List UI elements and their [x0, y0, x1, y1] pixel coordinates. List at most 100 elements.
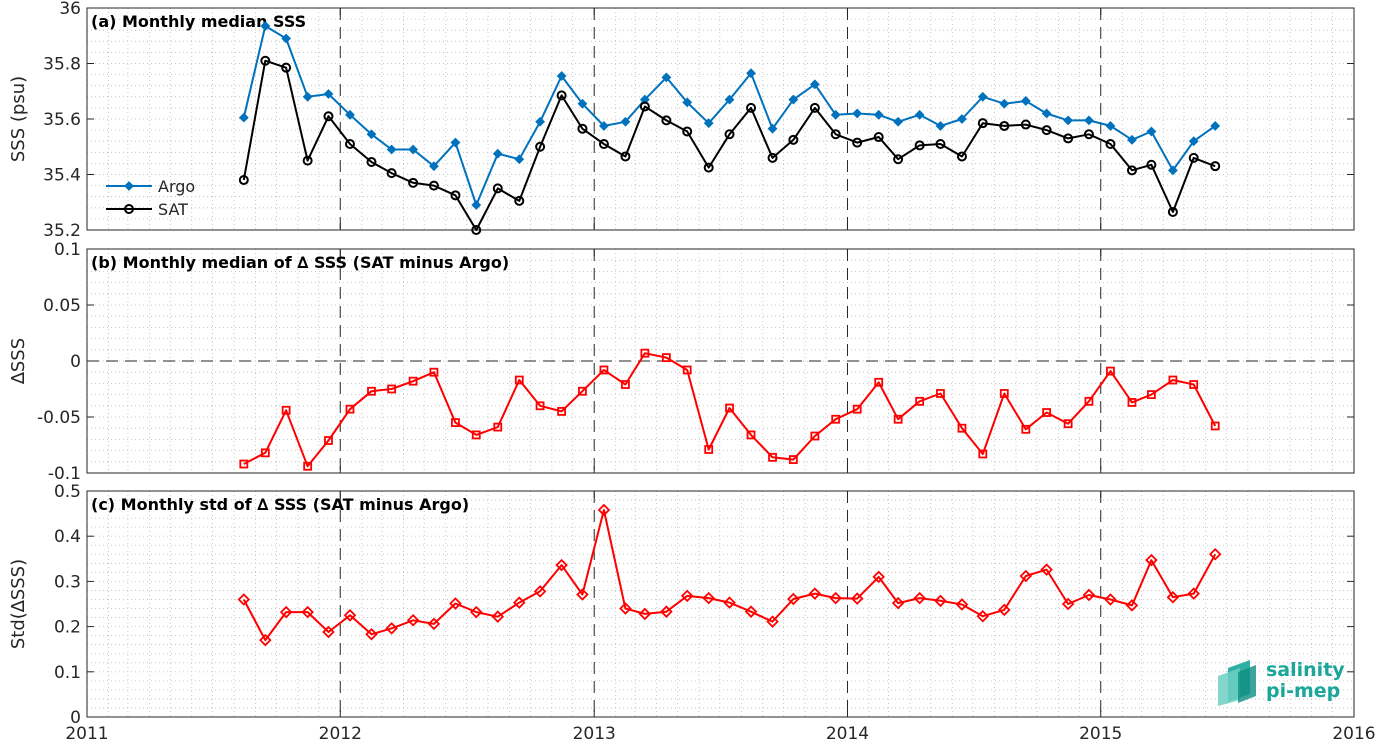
x-tick-label: 2013 [573, 724, 616, 744]
data-point [239, 459, 249, 469]
data-point [451, 418, 460, 428]
data-point [852, 137, 863, 148]
data-point [1042, 408, 1052, 417]
data-point [788, 455, 798, 464]
data-point [914, 109, 925, 120]
data-point [535, 116, 546, 127]
y-tick-label: 35.4 [43, 166, 81, 186]
series-sat [238, 55, 1221, 235]
data-point [366, 157, 377, 168]
data-point [1084, 396, 1094, 406]
y-tick-label: 35.6 [43, 110, 81, 130]
data-point [767, 123, 778, 134]
data-point [639, 101, 650, 112]
data-point [492, 148, 503, 159]
data-point [471, 200, 482, 210]
data-point [1104, 593, 1117, 606]
panel-title: (a) Monthly median SSS [91, 12, 306, 31]
data-point [493, 422, 503, 432]
data-point [597, 503, 611, 517]
data-point [788, 94, 799, 105]
data-point [768, 452, 777, 462]
data-point [639, 94, 650, 105]
data-point [279, 605, 293, 619]
data-point [260, 21, 271, 31]
data-point [999, 120, 1010, 131]
data-point [492, 183, 503, 194]
data-point [830, 129, 841, 140]
data-point [977, 118, 988, 129]
data-point [345, 109, 355, 120]
data-point [660, 605, 673, 618]
data-point [533, 585, 547, 598]
data-point [408, 376, 418, 386]
data-point [386, 144, 397, 155]
data-point [619, 602, 632, 615]
data-point [237, 593, 251, 606]
data-point [555, 558, 568, 572]
data-point [638, 607, 652, 621]
data-point [406, 613, 420, 627]
y-tick-label: 0.05 [43, 296, 81, 316]
data-point [808, 587, 822, 600]
data-point [1020, 96, 1031, 106]
data-point [746, 430, 756, 440]
data-point [976, 609, 990, 623]
data-point [577, 98, 588, 109]
data-point [344, 138, 355, 149]
data-point [661, 115, 672, 126]
data-point [913, 591, 926, 605]
data-point [471, 225, 482, 235]
data-point [893, 154, 904, 165]
data-point [385, 622, 398, 635]
data-point [723, 596, 736, 609]
y-tick-label: 0 [70, 708, 81, 728]
legend-label: SAT [158, 200, 188, 219]
data-point [852, 108, 863, 119]
data-point [746, 102, 757, 113]
data-point [1061, 597, 1075, 611]
data-point [514, 375, 524, 385]
data-point [956, 151, 967, 162]
grid-lines [87, 248, 1354, 474]
data-point [386, 168, 397, 179]
data-point [955, 598, 969, 611]
data-point [682, 126, 693, 137]
y-tick-label: -0.1 [48, 464, 81, 484]
series-argo [238, 21, 1221, 210]
data-point [788, 134, 799, 145]
data-point [408, 177, 419, 188]
data-point [1168, 375, 1178, 385]
data-point [936, 389, 945, 398]
data-point [1019, 569, 1033, 583]
data-point [1167, 206, 1178, 217]
data-point [874, 377, 884, 387]
data-point [999, 389, 1009, 398]
data-point [1145, 553, 1158, 567]
y-tick-label: 0.4 [54, 527, 81, 547]
data-point [935, 121, 946, 131]
data-point [450, 137, 461, 148]
data-point [1105, 138, 1116, 149]
data-point [873, 132, 884, 143]
data-point [829, 591, 842, 605]
data-point [873, 109, 884, 120]
data-point [598, 138, 609, 149]
y-tick-label: 0.1 [54, 240, 81, 260]
data-point [1208, 548, 1222, 561]
data-point [471, 430, 481, 440]
data-point [1084, 115, 1094, 126]
data-point [514, 154, 525, 165]
data-point [1187, 587, 1200, 600]
data-point [238, 175, 249, 186]
panel-b-monthly-median-delta-sss: -0.1 -0.05 0 0.05 0.1 ∆SSS (b) Monthly median … [8, 240, 1355, 484]
data-point [620, 116, 631, 127]
data-point [891, 596, 905, 610]
axes-box [86, 490, 1355, 718]
data-point [893, 116, 904, 127]
data-point [809, 102, 820, 113]
data-point [746, 68, 756, 79]
data-point [914, 140, 925, 151]
data-point [323, 111, 334, 122]
data-point [366, 129, 377, 140]
